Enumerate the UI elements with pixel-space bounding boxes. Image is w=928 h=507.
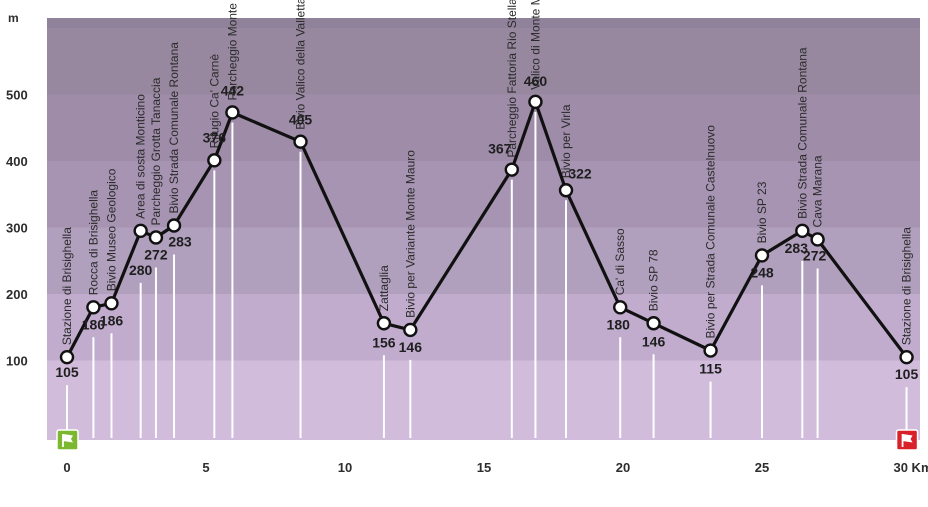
- waypoint-marker: [293, 134, 308, 149]
- place-name-label: Bivio per Variante Monte Mauro: [403, 150, 417, 318]
- elevation-band: [47, 360, 920, 440]
- y-tick-label: 100: [6, 354, 28, 369]
- elevation-value-label: 283: [785, 240, 809, 256]
- waypoint-marker: [613, 300, 628, 315]
- waypoint-marker: [754, 248, 770, 263]
- waypoint-marker: [810, 232, 825, 247]
- end-flag-icon: [895, 429, 919, 451]
- waypoint-marker: [166, 218, 182, 233]
- elevation-value-label: 186: [100, 312, 124, 328]
- place-name-label: Stazione di Brisighella: [900, 227, 914, 345]
- x-axis-tick-labels: 0 5 10 15 20 25 30 Km: [63, 460, 928, 475]
- waypoint-marker: [528, 94, 543, 110]
- place-name-label: Cava Marana: [811, 155, 825, 227]
- elevation-value-label: 105: [895, 366, 919, 382]
- elevation-value-label: 460: [524, 73, 548, 89]
- place-name-label: Area di sosta Monticino: [134, 94, 148, 219]
- waypoint-marker: [86, 300, 101, 315]
- waypoint-marker: [403, 322, 418, 338]
- y-tick-label: 400: [6, 154, 28, 169]
- place-name-label: Rocca di Brisighella: [86, 190, 100, 296]
- place-name-label: Bivio per Virla: [559, 104, 573, 178]
- y-axis-tick-labels: 100 200 300 400 500: [6, 88, 28, 369]
- waypoint-marker: [133, 223, 148, 239]
- place-name-label: Bivio Strada Comunale Rontana: [167, 42, 181, 214]
- waypoint-marker: [148, 230, 164, 245]
- y-axis-unit-label: m: [8, 11, 19, 25]
- place-name-label: Parcheggio Fattoria Rio Stella: [505, 0, 519, 158]
- x-tick-label: 5: [202, 460, 209, 475]
- elevation-value-label: 146: [399, 339, 423, 355]
- place-name-label: Ca' di Sasso: [613, 228, 627, 295]
- elevation-value-label: 272: [803, 247, 827, 263]
- waypoint-marker: [59, 349, 75, 365]
- waypoint-marker: [558, 183, 574, 198]
- x-tick-label: 15: [477, 460, 491, 475]
- elevation-value-label: 180: [607, 316, 631, 332]
- waypoint-marker: [225, 105, 240, 120]
- place-name-label: Parcheggio Monte Rontana: [225, 0, 239, 100]
- elevation-value-label: 272: [144, 246, 168, 262]
- waypoint-marker: [795, 223, 810, 239]
- place-marker-stems: [66, 111, 908, 438]
- waypoint-marker: [376, 316, 392, 331]
- y-tick-label: 200: [6, 287, 28, 302]
- waypoint-markers: [59, 94, 914, 365]
- waypoint-marker: [504, 162, 519, 177]
- elevation-value-label: 376: [203, 129, 227, 145]
- elevation-band: [47, 294, 920, 361]
- background-bands: [47, 18, 920, 440]
- elevation-band: [47, 94, 920, 161]
- place-name-label: Bivio SP 78: [647, 249, 661, 311]
- elevation-band: [47, 227, 920, 294]
- waypoint-marker: [703, 343, 718, 358]
- start-end-flags: [56, 429, 919, 451]
- y-tick-label: 300: [6, 221, 28, 236]
- waypoint-marker: [104, 296, 119, 311]
- elevation-value-label: 322: [568, 165, 592, 181]
- elevation-value-label: 156: [372, 334, 396, 350]
- place-name-label: Rifugio Ca' Carnè: [207, 54, 221, 149]
- x-tick-label: 25: [755, 460, 769, 475]
- waypoint-marker: [207, 153, 222, 168]
- place-name-label: Stazione di Brisighella: [60, 227, 74, 345]
- elevation-band: [47, 18, 920, 28]
- place-name-label: Valico di Monte Mauro: [528, 0, 542, 90]
- elevation-value-label: 248: [750, 264, 774, 280]
- place-name-label: Bivio SP 23: [755, 181, 769, 243]
- x-tick-label: 0: [63, 460, 70, 475]
- place-name-label: Bivio Museo Geologico: [104, 168, 118, 291]
- place-name-label: Zattaglia: [377, 265, 391, 311]
- elevation-value-label: 283: [168, 234, 192, 250]
- end-waypoint-marker: [899, 349, 914, 365]
- elevation-band: [47, 28, 920, 95]
- x-tick-label: 10: [338, 460, 352, 475]
- waypoint-marker: [646, 316, 661, 331]
- place-name-labels: Stazione di Brisighella Rocca di Brisighe…: [60, 0, 914, 345]
- y-tick-label: 500: [6, 88, 28, 103]
- elevation-value-label: 105: [55, 364, 79, 380]
- elevation-value-label: 280: [129, 262, 153, 278]
- place-name-label: Bivio Strada Comunale Rontana: [795, 47, 809, 219]
- place-name-label: Bivio per Strada Comunale Castelnuovo: [704, 125, 718, 339]
- place-name-label: Bivio Valico della Valletta: [294, 0, 308, 130]
- elevation-value-label: 405: [289, 112, 313, 128]
- elevation-value-label: 367: [488, 141, 512, 157]
- elevation-value-label: 115: [699, 361, 722, 377]
- place-name-label: Parcheggio Grotta Tanaccia: [149, 77, 163, 225]
- elevation-value-label: 442: [221, 82, 245, 98]
- elevation-value-label: 180: [82, 316, 106, 332]
- x-tick-label: 30 Km: [893, 460, 928, 475]
- x-tick-label: 20: [616, 460, 630, 475]
- start-flag-icon: [56, 429, 79, 451]
- elevation-value-label: 146: [642, 333, 666, 349]
